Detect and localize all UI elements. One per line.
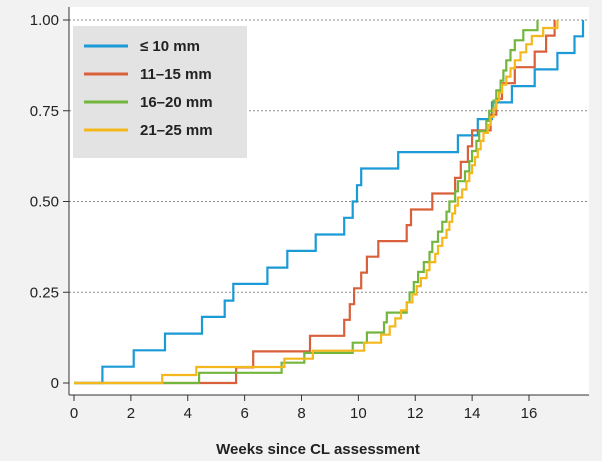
legend-label-1: ≤ 10 mm <box>140 38 200 55</box>
x-tick-label: 10 <box>350 405 367 422</box>
series-line-3 <box>74 20 539 385</box>
x-tick-label: 4 <box>184 405 192 422</box>
legend-label-4: 21–25 mm <box>140 122 213 139</box>
x-tick-label: 2 <box>127 405 135 422</box>
legend-box <box>73 26 247 158</box>
legend-label-3: 16–20 mm <box>140 94 213 111</box>
y-tick-label: 0.75 <box>30 103 59 120</box>
x-tick-label: 0 <box>70 405 78 422</box>
y-tick-label: 0.50 <box>30 194 59 211</box>
x-tick-label: 14 <box>464 405 481 422</box>
legend: ≤ 10 mm 11–15 mm 16–20 mm 21–25 mm <box>73 26 247 158</box>
x-tick-label: 6 <box>240 405 248 422</box>
axes: 0 0.25 0.50 0.75 1.00 0 2 4 6 8 10 12 14 16 <box>30 7 589 422</box>
x-tick-label: 16 <box>521 405 538 422</box>
series-line-1 <box>74 20 585 385</box>
x-axis-title: Weeks since CL assessment <box>216 441 420 458</box>
y-tick-label: 0 <box>51 375 59 392</box>
y-tick-label: 1.00 <box>30 12 59 29</box>
y-tick-label: 0.25 <box>30 284 59 301</box>
legend-label-2: 11–15 mm <box>140 66 212 83</box>
grid <box>69 19 589 293</box>
x-tick-label: 8 <box>297 405 305 422</box>
series-line-4 <box>74 20 559 385</box>
series-lines <box>74 20 585 385</box>
x-tick-label: 12 <box>407 405 424 422</box>
